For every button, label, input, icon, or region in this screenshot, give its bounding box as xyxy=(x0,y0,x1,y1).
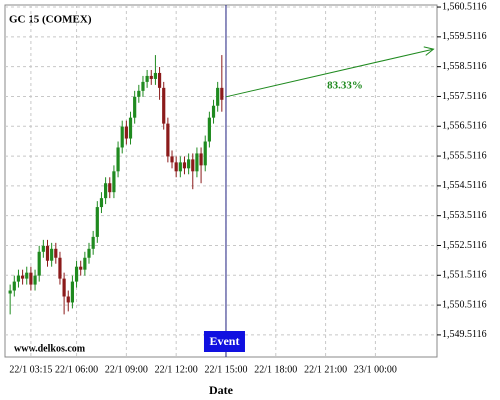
forecast-arrow xyxy=(225,48,434,98)
candle-body xyxy=(216,87,220,106)
candle-body xyxy=(108,183,112,193)
candle-body xyxy=(33,275,37,285)
x-tick-label: 23/1 00:00 xyxy=(354,364,397,375)
y-tick-label: 1,549.5116 xyxy=(442,329,487,340)
x-tick-label: 22/1 15:00 xyxy=(204,364,247,375)
candle-body xyxy=(124,126,128,139)
y-tick-label: 1,550.5116 xyxy=(442,299,487,310)
candle-body xyxy=(25,272,29,279)
candle-body xyxy=(170,156,174,163)
candle-body xyxy=(41,245,45,252)
candle-body xyxy=(128,117,133,139)
candle-body xyxy=(45,245,50,261)
candle-body xyxy=(174,162,178,172)
candle-body xyxy=(83,257,87,270)
plot-frame xyxy=(4,4,438,358)
y-tick-label: 1,554.5116 xyxy=(442,180,487,191)
candle-body xyxy=(187,159,191,169)
x-axis-label: Date xyxy=(209,383,234,397)
candle-body xyxy=(112,171,116,193)
candle-body xyxy=(16,275,21,282)
candle-body xyxy=(87,248,91,258)
y-tick-label: 1,555.5116 xyxy=(442,150,487,161)
candle-body xyxy=(37,251,41,276)
candle-body xyxy=(220,87,224,100)
y-tick-label: 1,553.5116 xyxy=(442,210,487,221)
candle-body xyxy=(79,266,83,270)
candle-body xyxy=(178,162,182,172)
candle-body xyxy=(145,75,149,82)
y-tick-label: 1,560.5116 xyxy=(442,1,487,12)
candle-body xyxy=(62,278,66,297)
y-tick-label: 1,551.5116 xyxy=(442,270,487,281)
x-tick-label: 22/1 12:00 xyxy=(155,364,198,375)
x-tick-label: 22/1 09:00 xyxy=(105,364,148,375)
event-box xyxy=(203,331,245,352)
candle-body xyxy=(99,198,104,208)
candle-body xyxy=(207,117,211,142)
y-tick-label: 1,558.5116 xyxy=(442,61,487,72)
candle-body xyxy=(8,290,12,294)
candle-body xyxy=(29,272,33,285)
candle-body xyxy=(133,96,137,118)
event-label: Event xyxy=(209,334,239,348)
candle-body xyxy=(195,153,199,172)
candle-body xyxy=(211,105,216,118)
y-tick-label: 1,552.5116 xyxy=(442,240,487,251)
candle-body xyxy=(191,159,195,172)
chart-title: GC 15 (COMEX) xyxy=(9,14,92,26)
y-tick-label: 1,556.5116 xyxy=(442,121,487,132)
candle-body xyxy=(141,81,145,91)
candle-body xyxy=(120,126,124,148)
candle-body xyxy=(91,236,95,249)
y-tick-label: 1,559.5116 xyxy=(442,31,487,42)
candle-body xyxy=(116,147,120,172)
candle-body xyxy=(58,257,62,279)
candle-body xyxy=(182,162,187,169)
forecast-label: 83.33% xyxy=(327,80,363,92)
candle-body xyxy=(137,90,141,97)
candle-body xyxy=(162,87,166,124)
candle-body xyxy=(153,72,158,79)
x-tick-label: 22/1 18:00 xyxy=(254,364,297,375)
candle-body xyxy=(54,248,58,258)
x-tick-label: 22/1 21:00 xyxy=(304,364,347,375)
candle-body xyxy=(104,183,108,199)
candle-body xyxy=(203,141,207,166)
x-tick-label: 22/1 06:00 xyxy=(55,364,98,375)
candle-body xyxy=(166,123,170,157)
candle-body xyxy=(199,153,203,166)
arrow-head xyxy=(423,46,435,56)
watermark: www.delkos.com xyxy=(14,343,86,354)
x-tick-label: 22/1 03:15 xyxy=(9,364,52,375)
y-tick-label: 1,557.5116 xyxy=(442,91,487,102)
candle-body xyxy=(70,281,75,303)
candle-body xyxy=(20,275,25,279)
candle-body xyxy=(95,207,99,237)
candle-body xyxy=(12,281,16,291)
candle-body xyxy=(149,75,153,79)
candle-body xyxy=(66,296,70,303)
candle-body xyxy=(157,72,162,88)
candle-body xyxy=(50,248,54,261)
candle-body xyxy=(74,266,79,282)
